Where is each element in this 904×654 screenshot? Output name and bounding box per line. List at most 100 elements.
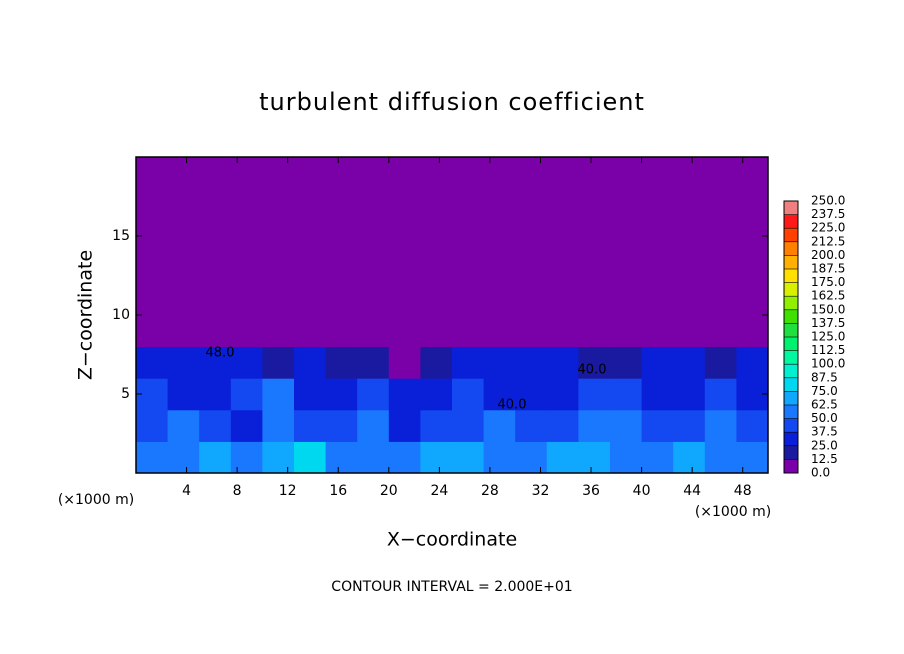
cell	[262, 378, 295, 411]
cell	[452, 188, 485, 221]
cell	[641, 157, 674, 190]
cell	[578, 409, 611, 442]
cell	[483, 378, 516, 411]
cell	[736, 251, 769, 284]
colorbar-band	[784, 337, 798, 351]
x-tick-label: 32	[532, 483, 550, 499]
cell	[515, 283, 548, 316]
cell	[641, 220, 674, 253]
x-tick-label: 24	[430, 483, 448, 499]
contour-label: 40.0	[498, 398, 527, 413]
cell	[736, 188, 769, 221]
cell	[262, 283, 295, 316]
cell	[546, 409, 579, 442]
cell	[388, 378, 421, 411]
colorbar-label: 25.0	[811, 438, 838, 452]
cell	[578, 157, 611, 190]
colorbar: 0.012.525.037.550.062.575.087.5100.0112.…	[783, 194, 845, 480]
cell	[167, 315, 200, 348]
colorbar-band	[784, 418, 798, 433]
cell	[388, 157, 421, 190]
cell	[167, 283, 200, 316]
cell	[736, 346, 769, 379]
cell	[262, 315, 295, 348]
cell	[388, 315, 421, 348]
cell	[199, 378, 232, 411]
cell	[230, 441, 263, 474]
cell	[641, 441, 674, 474]
cell	[136, 188, 169, 221]
cell	[294, 251, 327, 284]
colorbar-label: 87.5	[811, 370, 838, 384]
cell	[452, 409, 485, 442]
y-tick-label: 5	[121, 386, 130, 402]
cell	[673, 441, 706, 474]
cell	[262, 346, 295, 379]
cell	[294, 220, 327, 253]
cell	[199, 157, 232, 190]
cell	[704, 157, 737, 190]
cell	[199, 220, 232, 253]
cell	[704, 346, 737, 379]
colorbar-band	[784, 228, 798, 242]
cell	[483, 441, 516, 474]
colorbar-label: 75.0	[811, 384, 838, 398]
colorbar-band	[784, 432, 798, 446]
cell	[452, 283, 485, 316]
x-axis-label: X−coordinate	[387, 529, 517, 551]
cell	[420, 378, 453, 411]
cell	[420, 188, 453, 221]
cell	[388, 251, 421, 284]
cell	[294, 378, 327, 411]
colorbar-band	[784, 255, 798, 269]
cell	[388, 409, 421, 442]
cell	[610, 220, 643, 253]
x-tick-label: 20	[380, 483, 398, 499]
cell	[736, 441, 769, 474]
cell	[294, 441, 327, 474]
cell	[199, 188, 232, 221]
colorbar-label: 175.0	[811, 275, 845, 289]
x-unit-label: (×1000 m)	[695, 504, 771, 520]
cell	[167, 157, 200, 190]
cell	[230, 251, 263, 284]
cell	[325, 157, 358, 190]
cell	[515, 315, 548, 348]
cell	[199, 315, 232, 348]
cell	[325, 441, 358, 474]
cell	[199, 283, 232, 316]
cell	[610, 283, 643, 316]
cell	[357, 157, 390, 190]
colorbar-label: 200.0	[811, 248, 845, 262]
cell	[262, 157, 295, 190]
colorbar-label: 150.0	[811, 302, 845, 316]
cell	[515, 441, 548, 474]
cell	[167, 441, 200, 474]
contour-label: 48.0	[206, 346, 235, 361]
cell	[673, 346, 706, 379]
cell	[578, 188, 611, 221]
cell	[704, 251, 737, 284]
cell	[294, 283, 327, 316]
cell	[294, 157, 327, 190]
cell	[641, 315, 674, 348]
y-tick-label: 15	[112, 228, 130, 244]
cell	[167, 409, 200, 442]
cell	[230, 220, 263, 253]
cell	[325, 378, 358, 411]
cell	[199, 346, 232, 379]
colorbar-label: 12.5	[811, 452, 838, 466]
colorbar-label: 212.5	[811, 234, 845, 248]
cell	[704, 188, 737, 221]
cell	[515, 220, 548, 253]
cell	[199, 441, 232, 474]
cell	[546, 188, 579, 221]
x-tick-label: 8	[233, 483, 242, 499]
cell	[136, 315, 169, 348]
colorbar-band	[784, 269, 798, 283]
cell	[452, 441, 485, 474]
cell	[388, 283, 421, 316]
cell	[262, 251, 295, 284]
